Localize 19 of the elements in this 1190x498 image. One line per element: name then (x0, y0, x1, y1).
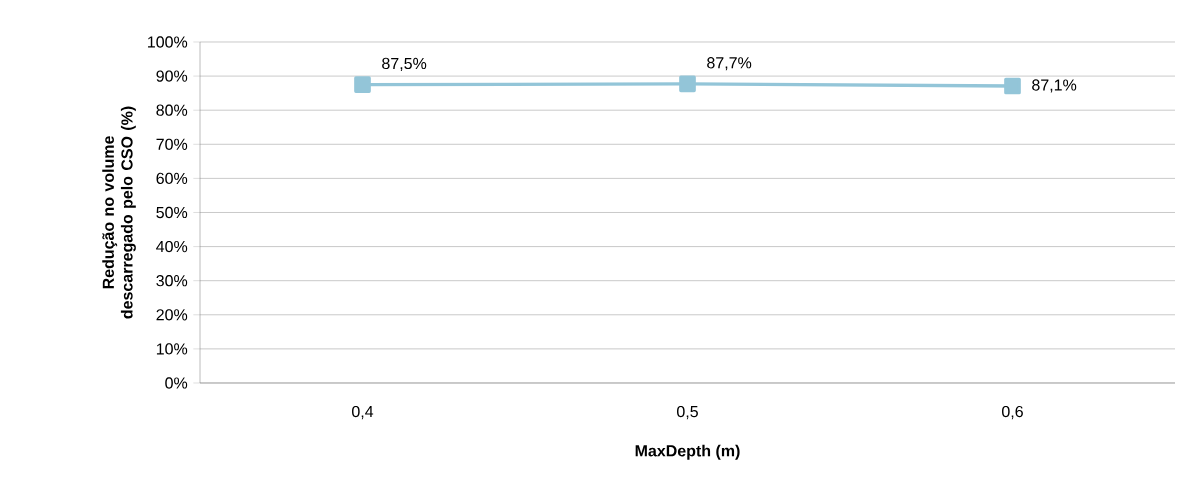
y-tick-label: 30% (156, 275, 188, 287)
data-label: 87,5% (382, 57, 427, 72)
data-label: 87,7% (707, 57, 752, 71)
y-tick-label: 20% (156, 309, 188, 321)
data-label: 87,1% (1032, 79, 1077, 93)
y-tick-label: 80% (156, 104, 188, 116)
y-tick-label: 70% (156, 138, 188, 150)
y-tick-label: 40% (156, 240, 188, 253)
x-tick-label: 0,6 (1002, 405, 1023, 420)
y-tick-label: 0% (165, 377, 188, 389)
y-tick-label: 50% (156, 206, 188, 219)
x-axis-title: MaxDepth (m) (635, 444, 740, 460)
y-axis-title: Redução no volume descarregado pelo CSO (%) (102, 106, 136, 319)
x-tick-label: 0,5 (677, 405, 698, 420)
y-tick-label: 60% (156, 172, 188, 185)
y-tick-label: 10% (156, 343, 188, 355)
x-tick-label: 0,4 (352, 405, 374, 420)
y-tick-label: 90% (156, 70, 188, 82)
y-tick-label: 100% (148, 36, 188, 48)
